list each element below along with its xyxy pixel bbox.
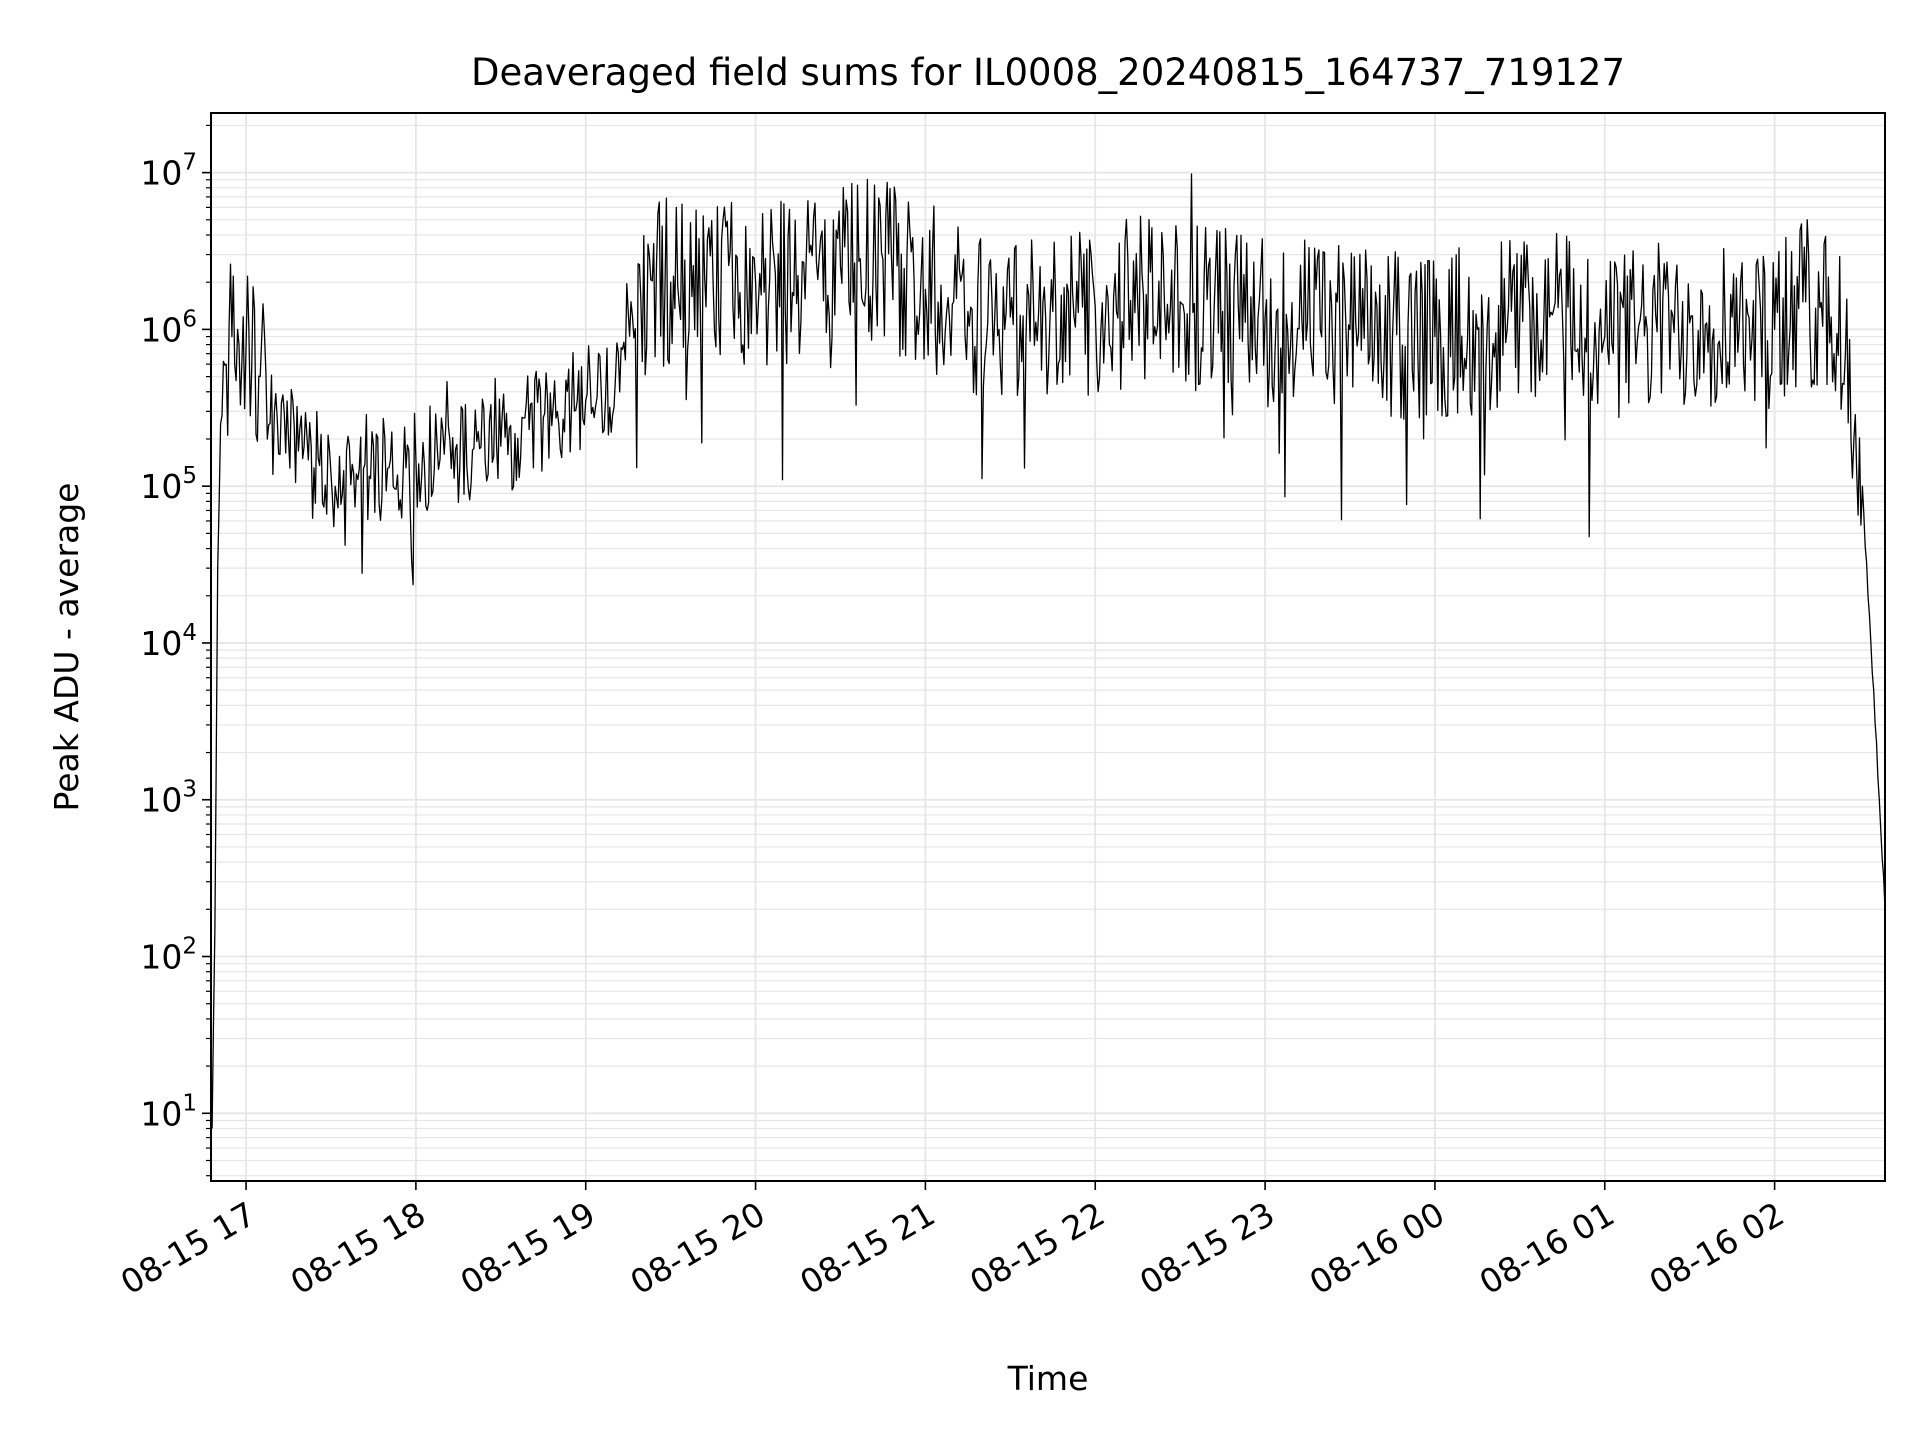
y-axis-label: Peak ADU - average xyxy=(47,483,86,812)
y-tick-label: 106 xyxy=(140,306,197,349)
plot-area-frame xyxy=(210,112,1886,1182)
y-tick-label: 107 xyxy=(140,150,197,193)
y-tick-label: 101 xyxy=(140,1090,197,1133)
y-tick-label: 104 xyxy=(140,620,197,663)
y-tick-label: 105 xyxy=(140,463,197,506)
series-line xyxy=(211,173,1886,1129)
y-tick-label: 103 xyxy=(140,777,197,820)
chart-title: Deaveraged field sums for IL0008_2024081… xyxy=(471,51,1625,94)
x-axis-label: Time xyxy=(1007,1359,1089,1398)
y-axis: 101 102 103 104 105 106 107 xyxy=(140,124,211,1177)
y-tick-label: 102 xyxy=(140,934,197,977)
major-gridlines xyxy=(211,113,1885,1181)
